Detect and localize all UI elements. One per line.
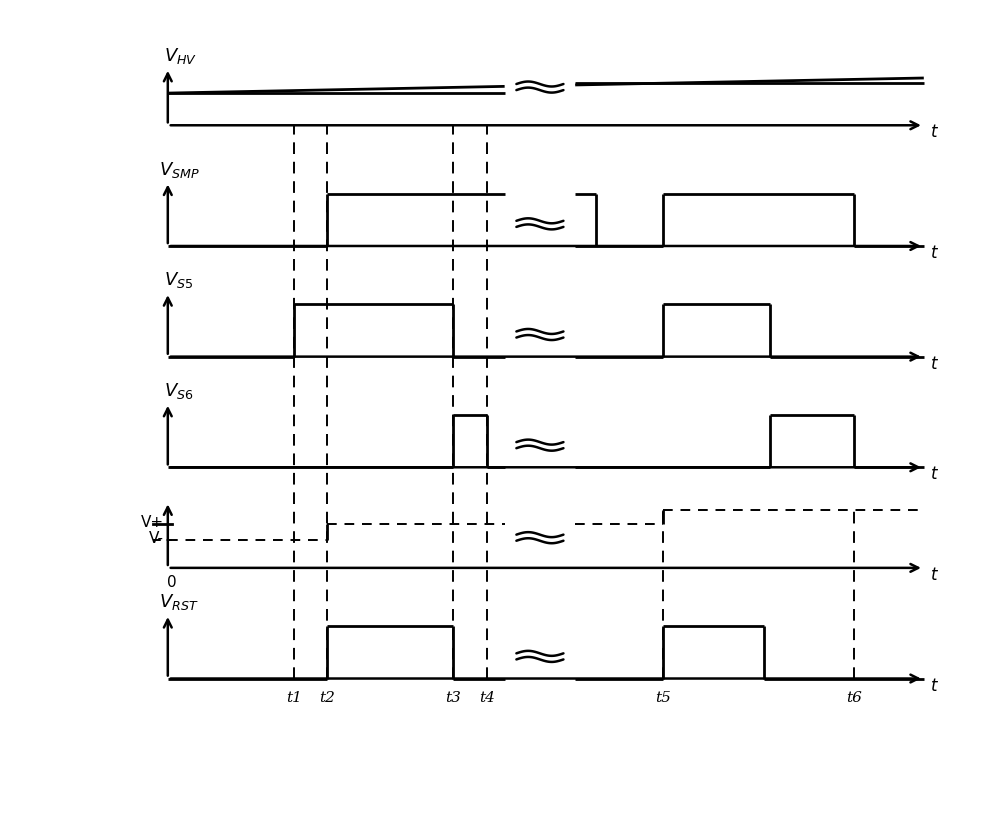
Text: $V_{SMP}$: $V_{SMP}$ bbox=[159, 160, 200, 179]
Text: $V_{S5}$: $V_{S5}$ bbox=[164, 270, 193, 291]
Text: t6: t6 bbox=[846, 690, 862, 704]
Text: t4: t4 bbox=[479, 690, 495, 704]
Text: t2: t2 bbox=[319, 690, 335, 704]
Text: t3: t3 bbox=[445, 690, 461, 704]
Text: t: t bbox=[931, 244, 937, 262]
Text: $V_{HV}$: $V_{HV}$ bbox=[164, 46, 197, 66]
Text: $V_{RST}$: $V_{RST}$ bbox=[159, 592, 199, 612]
Text: t: t bbox=[931, 677, 937, 695]
Text: 0: 0 bbox=[167, 575, 177, 590]
Text: t: t bbox=[931, 465, 937, 483]
Text: t: t bbox=[931, 123, 937, 142]
Text: t1: t1 bbox=[286, 690, 302, 704]
Text: t5: t5 bbox=[655, 690, 671, 704]
Text: t: t bbox=[931, 566, 937, 584]
Text: t: t bbox=[931, 355, 937, 373]
Text: V+: V+ bbox=[140, 515, 164, 530]
Text: V-: V- bbox=[149, 531, 164, 546]
Text: $V_{S6}$: $V_{S6}$ bbox=[164, 381, 193, 401]
